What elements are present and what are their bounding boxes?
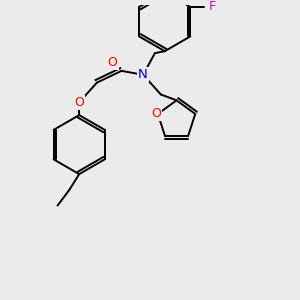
Text: F: F (208, 0, 215, 14)
Text: O: O (74, 96, 84, 109)
Text: O: O (108, 56, 118, 68)
Text: O: O (151, 107, 161, 120)
Text: N: N (138, 68, 148, 81)
